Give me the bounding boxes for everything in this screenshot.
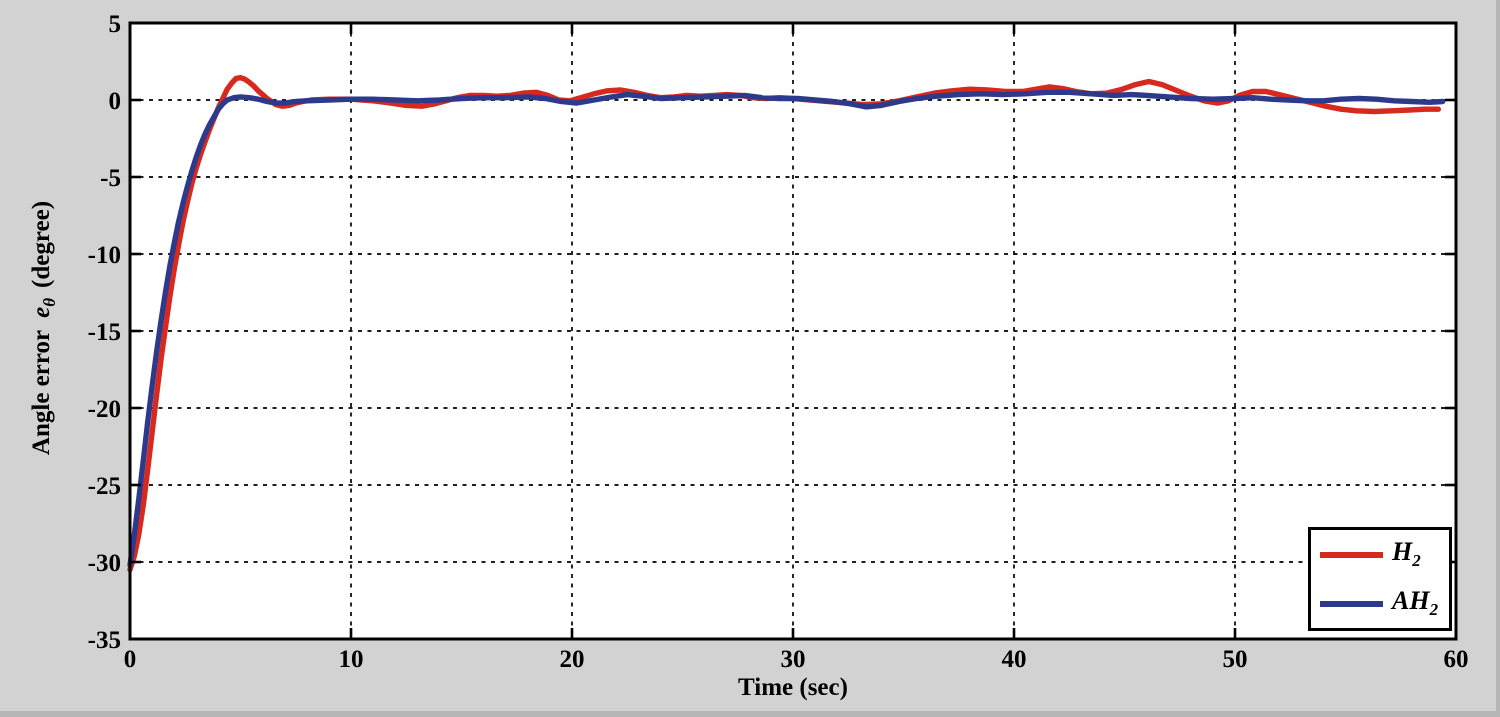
x-tick-label: 10: [339, 646, 364, 673]
h2-line-swatch: [1320, 551, 1383, 558]
y-tick-label: -25: [88, 473, 121, 500]
y-tick-label: -30: [88, 550, 121, 577]
y-axis-title-suffix: (degree): [28, 200, 55, 288]
x-tick-label: 50: [1223, 646, 1248, 673]
y-axis-title-variable: e: [28, 306, 55, 318]
x-tick-label: 60: [1444, 646, 1469, 673]
x-tick-label: 0: [124, 646, 137, 673]
y-tick-label: 0: [109, 88, 122, 115]
x-axis-title: Time (sec): [738, 674, 848, 702]
y-tick-label: -5: [100, 165, 121, 192]
y-tick-label: 5: [109, 11, 122, 38]
y-axis-title-subscript: θ: [40, 297, 59, 307]
legend-item-h2: H2: [1311, 537, 1449, 571]
x-tick-label: 30: [781, 646, 806, 673]
x-tick-label: 20: [560, 646, 585, 673]
legend-item-ah2: AH2: [1311, 586, 1449, 620]
y-axis-title: Angle error eθ (degree): [28, 201, 60, 455]
y-tick-label: -20: [88, 396, 121, 423]
ah2-line-swatch: [1320, 600, 1383, 607]
legend: H2 AH2: [1308, 527, 1452, 631]
legend-label-ah2: AH2: [1392, 586, 1439, 620]
legend-label-h2: H2: [1392, 537, 1421, 571]
axes-frame: [128, 21, 1458, 641]
y-tick-label: -10: [88, 242, 121, 269]
y-axis-title-prefix: Angle error: [28, 329, 55, 456]
x-axis-title-text: Time (sec): [738, 674, 848, 701]
ah2-curve: [127, 89, 1446, 568]
y-tick-label: -15: [88, 319, 121, 346]
y-tick-label: -35: [88, 627, 121, 654]
x-tick-label: 40: [1002, 646, 1027, 673]
